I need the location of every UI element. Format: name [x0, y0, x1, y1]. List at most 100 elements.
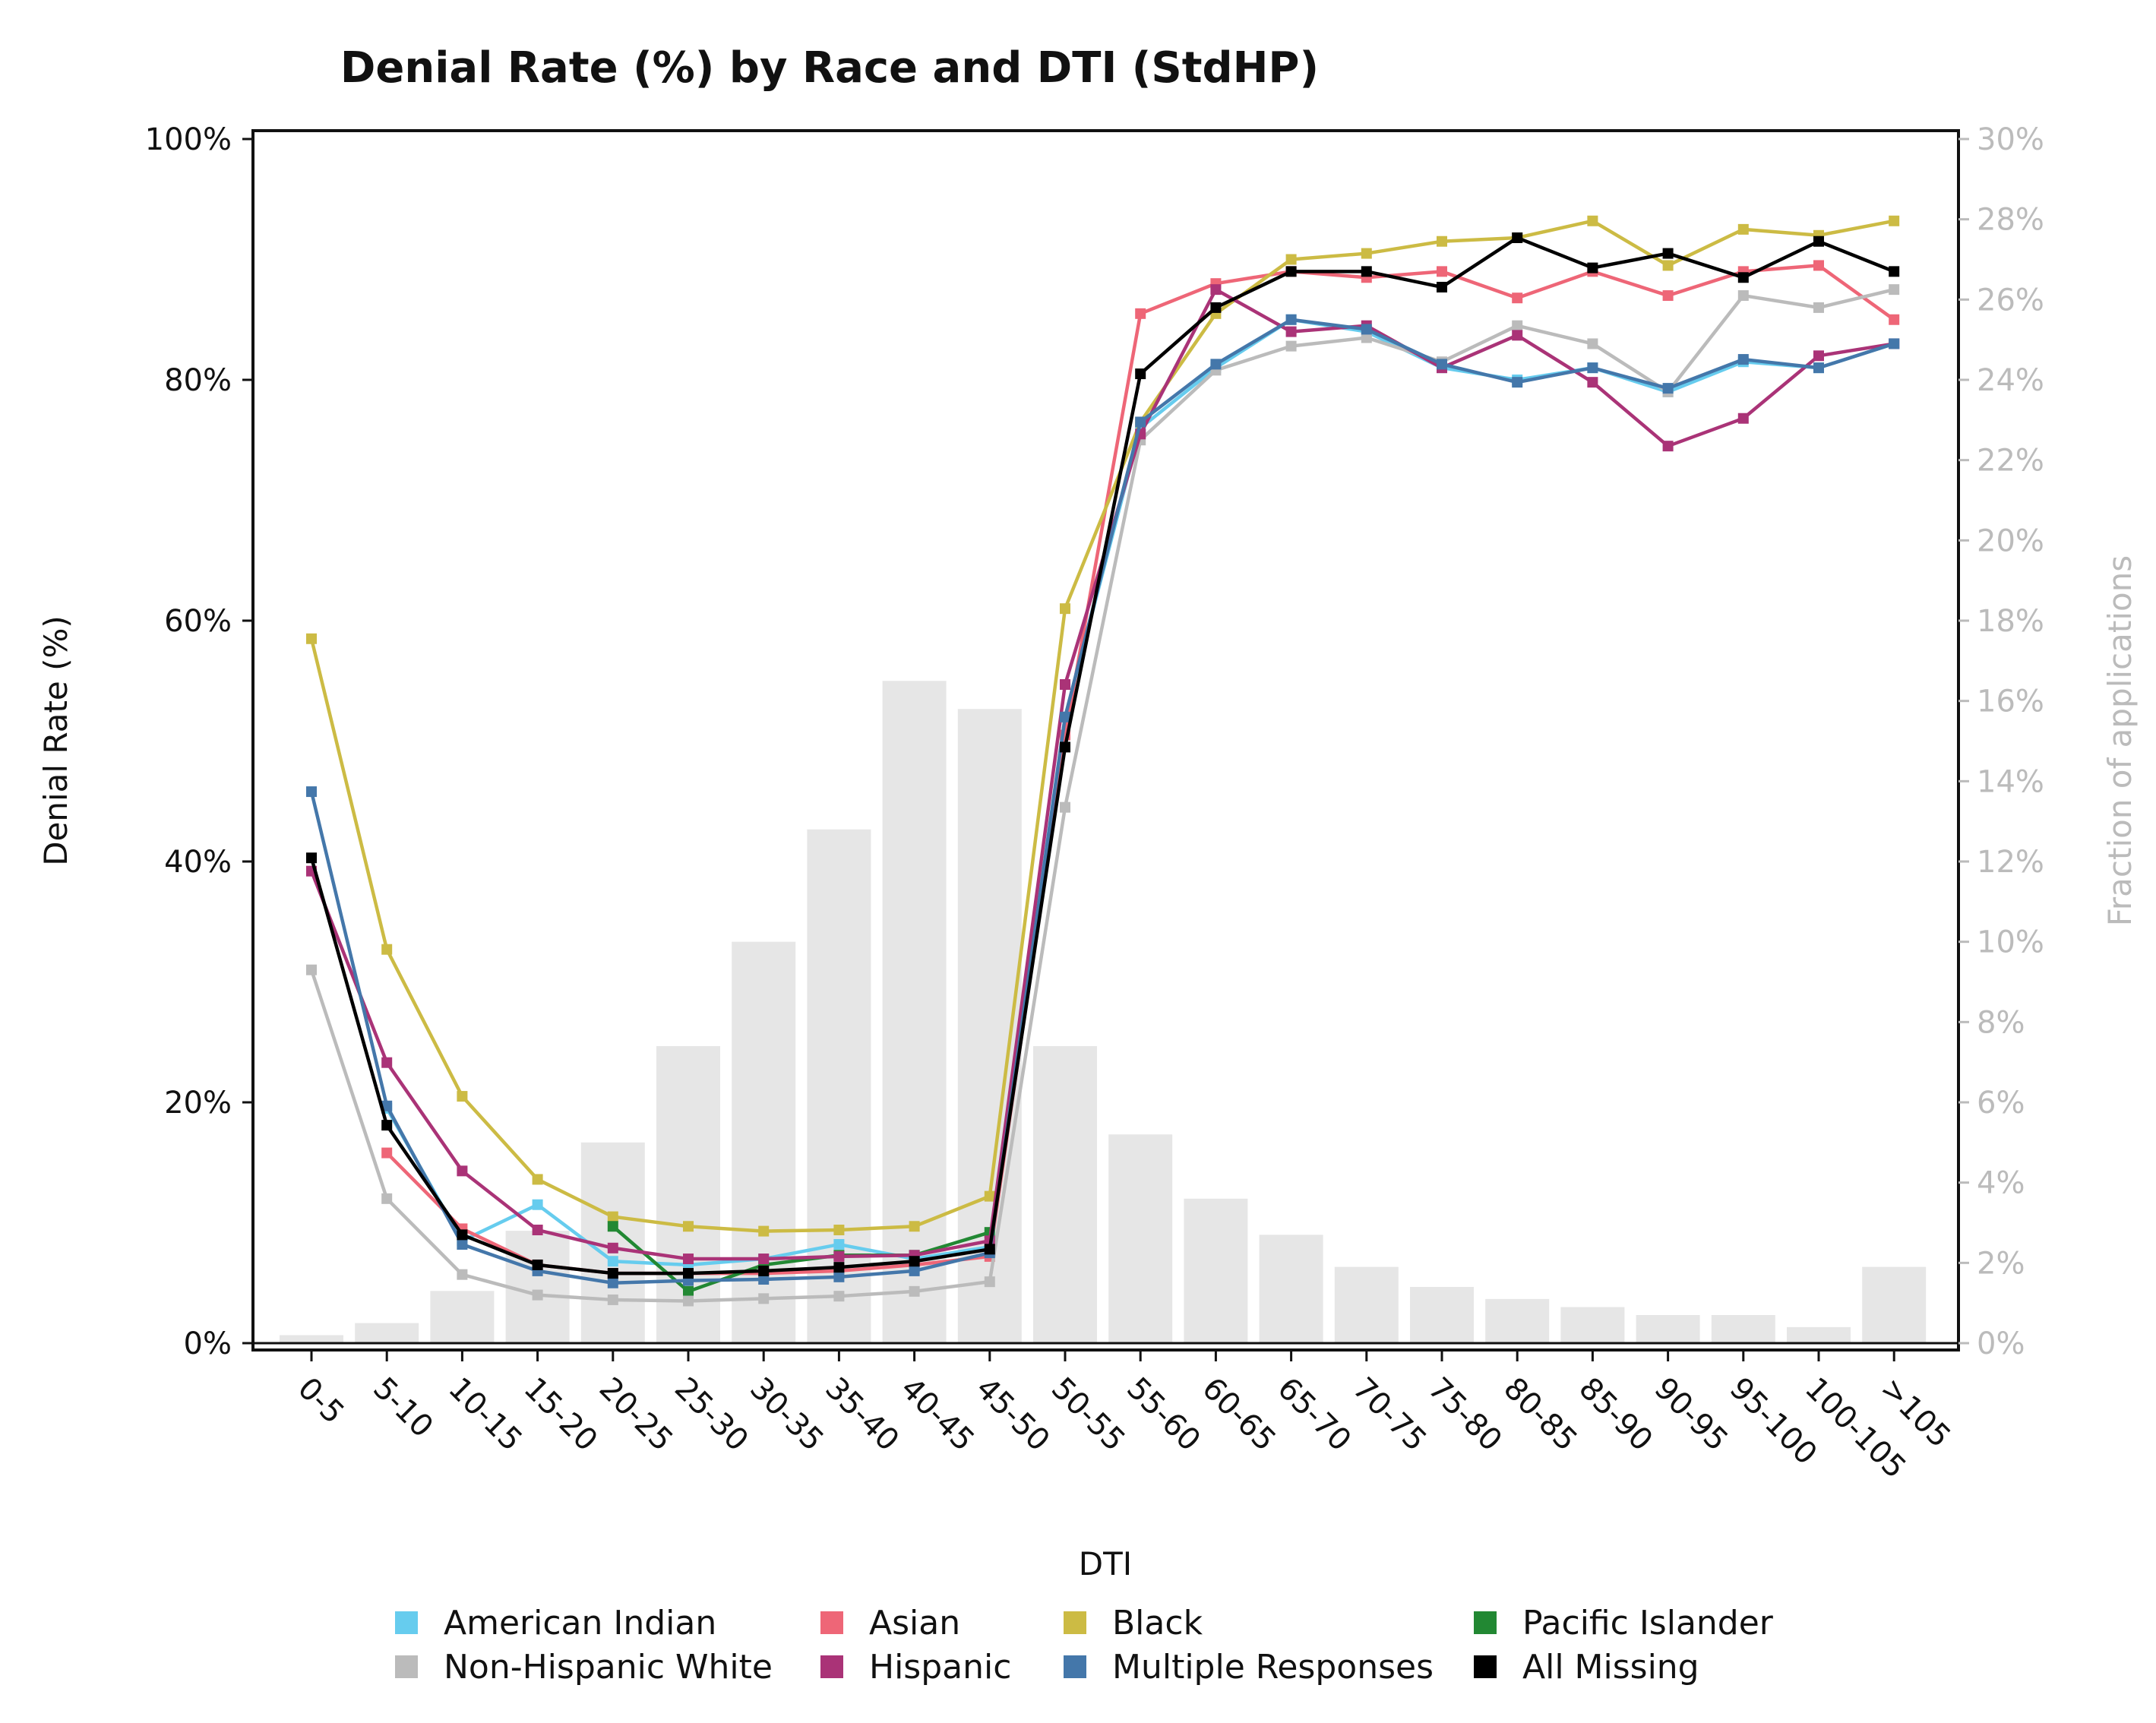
point-non-hispanic-white-100-105: [1813, 302, 1824, 313]
point-black-35-40: [833, 1225, 845, 1236]
y2-tick-label: 8%: [1977, 1005, 2025, 1040]
legend-item-non-hispanic-white: Non-Hispanic White: [395, 1647, 820, 1687]
bar-5-10: [355, 1323, 419, 1343]
point-non-hispanic-white-85-90: [1587, 338, 1598, 349]
point-multiple-responses-75-80: [1437, 359, 1447, 370]
point-multiple-responses-60-65: [1210, 359, 1222, 370]
point-multiple-responses->105: [1889, 338, 1900, 349]
point-all-missing-15-20: [532, 1259, 543, 1270]
point-non-hispanic-white-25-30: [683, 1295, 694, 1307]
x-tick-label: 50-55: [1045, 1371, 1132, 1459]
y2-tick-label: 4%: [1977, 1166, 2025, 1201]
point-non-hispanic-white-80-85: [1512, 320, 1523, 331]
lines-layer: [306, 215, 1900, 1307]
point-multiple-responses-55-60: [1135, 416, 1146, 428]
legend-swatch: [820, 1655, 843, 1678]
point-non-hispanic-white-5-10: [381, 1193, 393, 1204]
legend-swatch: [395, 1611, 418, 1634]
x-tick-label: 45-50: [969, 1371, 1057, 1459]
x-tick-label: 60-65: [1195, 1371, 1282, 1459]
point-non-hispanic-white-20-25: [607, 1294, 618, 1305]
legend-swatch: [1064, 1611, 1086, 1634]
y2-tick-label: 30%: [1977, 122, 2044, 157]
point-black-5-10: [381, 944, 393, 955]
point-multiple-responses-80-85: [1512, 377, 1523, 388]
point-all-missing-65-70: [1285, 266, 1297, 277]
legend-item-black: Black: [1064, 1603, 1474, 1642]
y2-tick-label: 22%: [1977, 444, 2044, 479]
left-y-axis: 0% 20% 40% 60% 80% 100%: [145, 122, 253, 1361]
point-black-40-45: [909, 1221, 920, 1232]
point-all-missing-20-25: [607, 1268, 618, 1279]
point-asian-80-85: [1512, 292, 1523, 304]
series-line-black: [309, 219, 1895, 1233]
x-axis-label: DTI: [1079, 1545, 1132, 1582]
point-all-missing-55-60: [1135, 368, 1146, 380]
point-hispanic-20-25: [607, 1242, 618, 1254]
point-all-missing-95-100: [1737, 272, 1749, 283]
point-black-50-55: [1060, 603, 1070, 615]
series-line-american-indian: [385, 318, 1895, 1267]
x-tick-label: 25-30: [668, 1371, 755, 1459]
x-tick-label: 20-25: [593, 1371, 680, 1459]
legend-item-pacific-islander: Pacific Islander: [1474, 1603, 1793, 1642]
legend-item-multiple-responses: Multiple Responses: [1064, 1647, 1474, 1687]
y2-tick-label: 28%: [1977, 203, 2044, 238]
x-axis: 0-5 5-10 10-1515-2020-2525-3030-3535-4040-…: [291, 1350, 1957, 1485]
point-pacific-islander-20-25: [607, 1221, 618, 1232]
legend-swatch: [1064, 1655, 1086, 1678]
series-black: [306, 215, 1900, 1237]
series-asian: [381, 260, 1900, 1279]
legend-label: American Indian: [444, 1603, 717, 1642]
point-non-hispanic-white-35-40: [833, 1291, 845, 1302]
point-hispanic-95-100: [1737, 413, 1749, 424]
point-non-hispanic-white-15-20: [532, 1289, 543, 1301]
point-multiple-responses-95-100: [1737, 354, 1749, 365]
x-tick-label: 15-20: [517, 1371, 605, 1459]
y2-tick-label: 0%: [1977, 1326, 2025, 1361]
point-all-missing-75-80: [1437, 281, 1447, 292]
point-hispanic-30-35: [758, 1254, 770, 1265]
x-tick-label: 0-5: [291, 1371, 351, 1431]
point-black-15-20: [532, 1174, 543, 1185]
y2-axis-label: Fraction of applications: [2101, 555, 2139, 926]
point-hispanic-25-30: [683, 1254, 694, 1265]
x-tick-label: 10-15: [441, 1371, 529, 1459]
point-asian-75-80: [1437, 266, 1447, 277]
y-tick-label: 20%: [164, 1086, 232, 1121]
y2-tick-label: 12%: [1977, 845, 2044, 880]
x-tick-label: 70-75: [1346, 1371, 1434, 1459]
x-tick-label: 75-80: [1421, 1371, 1509, 1459]
point-asian-55-60: [1135, 308, 1146, 319]
bar->105: [1862, 1266, 1927, 1343]
y2-tick-label: 10%: [1977, 925, 2044, 960]
series-hispanic: [306, 284, 1900, 1265]
point-non-hispanic-white-95-100: [1737, 290, 1749, 302]
point-asian-90-95: [1662, 290, 1674, 302]
bar-55-60: [1108, 1134, 1173, 1343]
point-all-missing-0-5: [306, 852, 317, 864]
point-multiple-responses-85-90: [1587, 362, 1598, 374]
x-tick-label: 85-90: [1572, 1371, 1659, 1459]
point-hispanic-90-95: [1662, 441, 1674, 452]
point-american-indian-20-25: [607, 1256, 618, 1267]
series-line-multiple-responses: [309, 318, 1895, 1285]
bar-70-75: [1334, 1266, 1399, 1343]
bar-60-65: [1184, 1198, 1248, 1343]
legend-item-hispanic: Hispanic: [820, 1647, 1064, 1687]
point-multiple-responses-20-25: [607, 1277, 618, 1288]
point-non-hispanic-white->105: [1889, 284, 1900, 296]
series-non-hispanic-white: [306, 284, 1900, 1307]
bar-10-15: [430, 1291, 495, 1343]
series-line-non-hispanic-white: [309, 287, 1895, 1303]
legend-swatch: [1474, 1655, 1497, 1678]
y2-tick-label: 24%: [1977, 363, 2044, 398]
point-black-85-90: [1587, 215, 1598, 226]
legend-label: Hispanic: [869, 1647, 1012, 1687]
point-hispanic-100-105: [1813, 350, 1824, 362]
point-multiple-responses-100-105: [1813, 362, 1824, 374]
x-tick-label: 5-10: [366, 1371, 440, 1445]
point-all-missing->105: [1889, 266, 1900, 277]
legend-swatch: [1474, 1611, 1497, 1634]
